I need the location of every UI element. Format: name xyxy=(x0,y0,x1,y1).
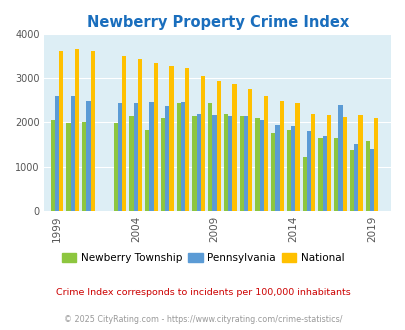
Bar xyxy=(153,63,158,211)
Bar xyxy=(302,157,306,211)
Bar xyxy=(129,116,133,211)
Bar xyxy=(228,116,232,211)
Bar xyxy=(59,51,63,211)
Bar xyxy=(311,114,315,211)
Bar xyxy=(373,118,377,211)
Bar xyxy=(338,105,342,211)
Bar xyxy=(333,138,338,211)
Bar xyxy=(192,116,196,211)
Bar xyxy=(169,66,173,211)
Bar xyxy=(176,103,181,211)
Bar xyxy=(208,103,212,211)
Bar xyxy=(247,89,252,211)
Bar xyxy=(181,102,185,211)
Bar xyxy=(149,102,153,211)
Bar xyxy=(133,103,138,211)
Bar xyxy=(75,49,79,211)
Bar xyxy=(122,56,126,211)
Title: Newberry Property Crime Index: Newberry Property Crime Index xyxy=(86,15,348,30)
Bar xyxy=(263,96,268,211)
Bar xyxy=(279,101,283,211)
Bar xyxy=(290,126,295,211)
Text: Crime Index corresponds to incidents per 100,000 inhabitants: Crime Index corresponds to incidents per… xyxy=(55,288,350,297)
Bar xyxy=(239,116,243,211)
Bar xyxy=(216,81,220,211)
Bar xyxy=(185,69,189,211)
Bar xyxy=(326,115,330,211)
Bar xyxy=(66,123,70,211)
Bar xyxy=(90,51,95,211)
Bar xyxy=(353,144,358,211)
Bar xyxy=(369,149,373,211)
Bar xyxy=(113,123,118,211)
Bar xyxy=(51,120,55,211)
Bar xyxy=(365,141,369,211)
Bar xyxy=(82,122,86,211)
Bar xyxy=(232,83,236,211)
Bar xyxy=(318,138,322,211)
Bar xyxy=(160,118,165,211)
Bar xyxy=(212,115,216,211)
Bar xyxy=(349,150,353,211)
Bar xyxy=(224,114,228,211)
Bar xyxy=(86,101,90,211)
Bar xyxy=(138,59,142,211)
Bar xyxy=(275,125,279,211)
Bar xyxy=(200,77,205,211)
Bar xyxy=(165,106,169,211)
Bar xyxy=(322,136,326,211)
Bar xyxy=(306,131,311,211)
Bar xyxy=(286,130,290,211)
Bar xyxy=(255,118,259,211)
Text: © 2025 CityRating.com - https://www.cityrating.com/crime-statistics/: © 2025 CityRating.com - https://www.city… xyxy=(64,315,341,324)
Bar xyxy=(196,114,200,211)
Bar xyxy=(358,115,362,211)
Bar xyxy=(55,96,59,211)
Bar xyxy=(295,103,299,211)
Bar xyxy=(118,103,122,211)
Bar xyxy=(271,133,275,211)
Bar xyxy=(145,130,149,211)
Legend: Newberry Township, Pennsylvania, National: Newberry Township, Pennsylvania, Nationa… xyxy=(58,249,347,267)
Bar xyxy=(259,120,263,211)
Bar xyxy=(342,117,346,211)
Bar xyxy=(70,96,75,211)
Bar xyxy=(243,116,247,211)
